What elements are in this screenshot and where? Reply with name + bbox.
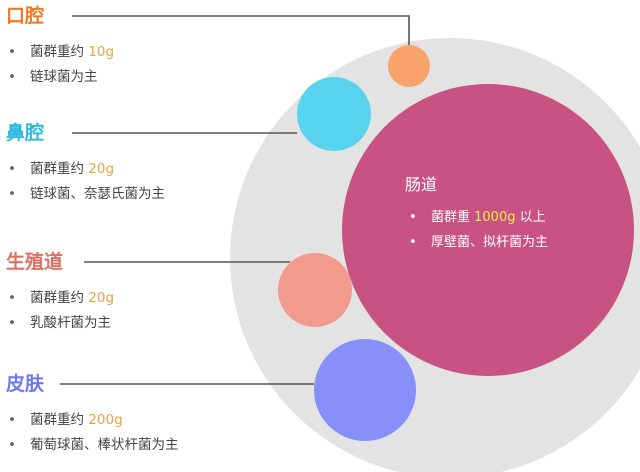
section-skin: 皮肤 • 菌群重约 200g • 葡萄球菌、棒状杆菌为主 (0, 372, 300, 468)
bullet-text: 葡萄球菌、棒状杆菌为主 (30, 437, 179, 453)
bullet-list-oral: • 菌群重约 10g • 链球菌为主 (6, 40, 114, 90)
bullet-item: • 菌群重约 20g (6, 157, 165, 182)
section-nasal: 鼻腔 • 菌群重约 20g • 链球菌、奈瑟氏菌为主 (0, 121, 300, 211)
gut-bullet-item: • 厚壁菌、拟杆菌为主 (405, 230, 548, 255)
gut-bullet-list: • 菌群重 1000g 以上 • 厚壁菌、拟杆菌为主 (405, 205, 548, 255)
section-oral: 口腔 • 菌群重约 10g • 链球菌为主 (0, 4, 300, 94)
bullet-text: 菌群重约 (30, 290, 89, 306)
gut-weight-value: 1000g (474, 210, 516, 225)
bullet-text: 乳酸杆菌为主 (30, 315, 111, 331)
gut-circle (342, 84, 634, 376)
skin-circle (314, 339, 416, 441)
bullet-list-nasal: • 菌群重约 20g • 链球菌、奈瑟氏菌为主 (6, 157, 165, 207)
bullet-list-skin: • 菌群重约 200g • 葡萄球菌、棒状杆菌为主 (6, 408, 179, 458)
bullet-item: • 乳酸杆菌为主 (6, 311, 114, 336)
gut-label: 肠道 • 菌群重 1000g 以上 • 厚壁菌、拟杆菌为主 (405, 173, 548, 255)
bullet-item: • 链球菌、奈瑟氏菌为主 (6, 182, 165, 207)
bullet-list-repro: • 菌群重约 20g • 乳酸杆菌为主 (6, 286, 114, 336)
bullet-text: 链球菌、奈瑟氏菌为主 (30, 186, 165, 202)
bullet-item: • 菌群重约 20g (6, 286, 114, 311)
bullet-item: • 菌群重约 10g (6, 40, 114, 65)
bullet-dot: • (8, 69, 16, 85)
bullet-dot: • (8, 290, 16, 306)
bullet-text: 菌群重约 (30, 44, 89, 60)
section-repro: 生殖道 • 菌群重约 20g • 乳酸杆菌为主 (0, 250, 300, 340)
bullet-dot: • (8, 437, 16, 453)
section-title-oral: 口腔 (6, 5, 45, 27)
bullet-dot: • (8, 186, 16, 202)
bullet-dot: • (8, 44, 16, 60)
repro-circle (278, 253, 352, 327)
bullet-dot: • (8, 315, 16, 331)
bullet-text: 厚壁菌、拟杆菌为主 (431, 235, 549, 250)
nasal-circle (297, 77, 371, 151)
section-title-skin: 皮肤 (6, 373, 45, 395)
bullet-dot: • (409, 235, 417, 250)
bullet-text: 菌群重约 (30, 412, 89, 428)
weight-value: 20g (88, 290, 115, 306)
section-title-repro: 生殖道 (6, 251, 64, 273)
oral-connector-line (72, 15, 410, 45)
bullet-dot: • (8, 412, 16, 428)
bullet-dot: • (8, 161, 16, 177)
oral-circle (388, 45, 430, 87)
bullet-item: • 葡萄球菌、棒状杆菌为主 (6, 433, 179, 458)
bullet-text: 菌群重约 (30, 161, 89, 177)
weight-value: 20g (88, 161, 115, 177)
weight-value: 200g (88, 412, 123, 428)
bullet-text: 菌群重 (431, 210, 475, 225)
bullet-text-suffix: 以上 (515, 210, 546, 225)
gut-bullet-item: • 菌群重 1000g 以上 (405, 205, 548, 230)
weight-value: 10g (88, 44, 115, 60)
gut-title: 肠道 (405, 175, 438, 194)
bullet-dot: • (409, 210, 417, 225)
bullet-text: 链球菌为主 (30, 69, 98, 85)
section-title-nasal: 鼻腔 (6, 122, 45, 144)
bullet-item: • 菌群重约 200g (6, 408, 179, 433)
bullet-item: • 链球菌为主 (6, 65, 114, 90)
